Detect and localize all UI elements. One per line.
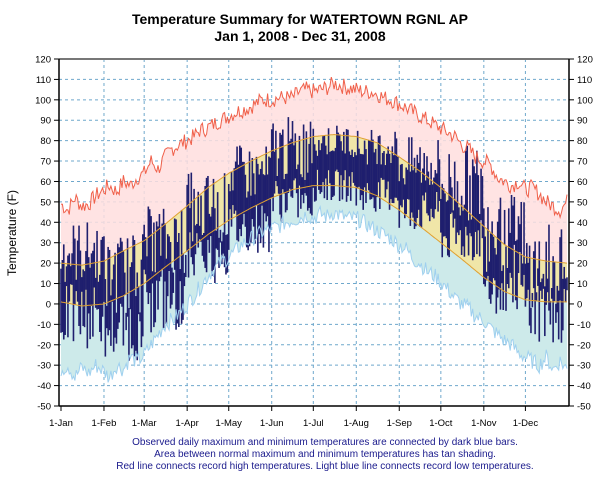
y-tick-label-right: -10	[577, 320, 591, 331]
note-observed: Observed daily maximum and minimum tempe…	[132, 437, 518, 448]
y-tick-label-right: 80	[577, 136, 588, 147]
y-tick-label-left: 30	[40, 238, 51, 249]
x-tick-label: 1-Apr	[176, 418, 199, 429]
y-tick-label-right: 60	[577, 177, 588, 188]
x-tick-label: 1-Mar	[132, 418, 157, 429]
x-tick-label: 1-Dec	[513, 418, 539, 429]
y-tick-label-right: 30	[577, 238, 588, 249]
y-tick-label-left: -50	[37, 402, 51, 413]
chart-title: Temperature Summary for WATERTOWN RGNL A…	[131, 11, 469, 27]
y-tick-label-right: 110	[577, 75, 592, 86]
y-tick-label-left: -20	[37, 340, 51, 351]
x-tick-label: 1-Jun	[260, 418, 284, 429]
y-tick-label-left: 40	[40, 218, 51, 229]
y-tick-label-right: -20	[577, 340, 591, 351]
y-tick-label-left: 110	[36, 75, 51, 86]
note-records: Red line connects record high temperatur…	[116, 461, 534, 472]
y-tick-label-left: -10	[37, 320, 51, 331]
y-tick-label-right: 120	[577, 55, 593, 66]
y-tick-label-left: 80	[40, 136, 51, 147]
y-tick-label-right: 70	[577, 157, 588, 168]
x-tick-label: 1-Jul	[303, 418, 324, 429]
y-tick-label-left: 50	[40, 197, 51, 208]
axes: -50 -50 -40 -40 -30 -30 -20 -20 -10 -10 0 0 10 10 20 20…	[35, 55, 593, 430]
y-tick-label-left: 0	[46, 299, 51, 310]
y-tick-label-right: 50	[577, 197, 588, 208]
note-normal: Area between normal maximum and minimum …	[154, 449, 496, 460]
x-tick-label: 1-May	[216, 418, 243, 429]
x-tick-label: 1-Sep	[387, 418, 412, 429]
y-tick-label-left: 10	[40, 279, 51, 290]
y-tick-label-left: 20	[40, 259, 51, 270]
x-tick-label: 1-Feb	[92, 418, 117, 429]
y-tick-label-left: -30	[37, 361, 51, 372]
y-tick-label-left: 90	[40, 116, 51, 127]
y-tick-label-right: -30	[577, 361, 591, 372]
y-tick-label-right: -50	[577, 402, 591, 413]
y-tick-label-left: 100	[35, 95, 51, 106]
normal-high-line	[60, 133, 568, 266]
y-tick-label-right: 20	[577, 259, 588, 270]
series-lines	[60, 76, 568, 383]
chart-subtitle: Jan 1, 2008 - Dec 31, 2008	[214, 28, 386, 44]
y-axis-label: Temperature (F)	[5, 190, 19, 276]
normal-low-line	[60, 185, 567, 307]
x-tick-label: 1-Aug	[344, 418, 369, 429]
y-tick-label-right: 100	[577, 95, 593, 106]
y-tick-label-right: -40	[577, 381, 591, 392]
x-tick-label: 1-Oct	[429, 418, 453, 429]
y-tick-label-left: -40	[37, 381, 51, 392]
y-tick-label-left: 70	[40, 157, 51, 168]
y-tick-label-right: 40	[577, 218, 588, 229]
y-tick-label-left: 120	[35, 55, 51, 66]
record-low-band	[61, 185, 567, 383]
record-low-line	[60, 205, 568, 383]
record-high-line	[60, 76, 568, 220]
y-tick-label-left: 60	[40, 177, 51, 188]
y-tick-label-right: 90	[577, 116, 588, 127]
y-tick-label-right: 10	[577, 279, 588, 290]
y-tick-label-right: 0	[577, 299, 582, 310]
x-tick-label: 1-Nov	[471, 418, 497, 429]
x-tick-label: 1-Jan	[49, 418, 73, 429]
